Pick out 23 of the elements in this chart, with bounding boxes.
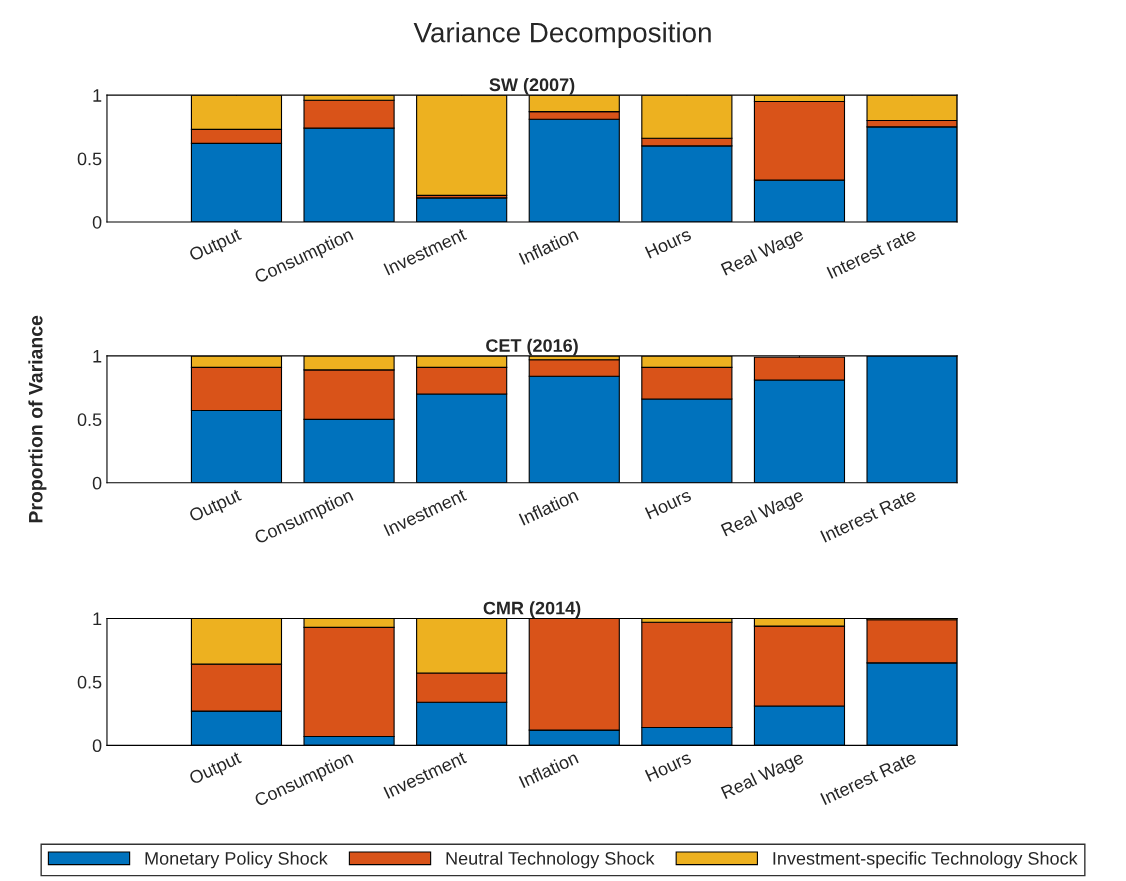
- y-tick-label: 0.5: [77, 152, 102, 166]
- legend-label: Neutral Technology Shock: [446, 851, 655, 869]
- chart-title: SW (2007): [489, 77, 575, 95]
- x-tick-label: Hours: [644, 488, 692, 520]
- y-tick-label: 0: [92, 476, 102, 490]
- x-tick-label: Real Wage: [720, 227, 806, 279]
- y-tick-label: 1: [93, 89, 102, 102]
- y-tick-label: 0: [92, 739, 102, 753]
- x-tick-label: Hours: [644, 751, 692, 782]
- y-tick-label: 1: [93, 350, 102, 363]
- x-tick-label: Real Wage: [720, 487, 806, 540]
- legend-label: Investment-specific Technology Shock: [773, 851, 1078, 869]
- legend-label: Monetary Policy Shock: [145, 851, 328, 869]
- chart-title: CMR (2014): [483, 601, 581, 619]
- y-tick-label: 0: [92, 215, 102, 229]
- y-tick-label: 1: [93, 612, 102, 625]
- x-tick-label: Real Wage: [720, 750, 806, 803]
- y-tick-label: 0.5: [77, 675, 102, 689]
- y-tick-label: 0.5: [77, 413, 102, 427]
- y-axis-title: Proportion of Variance: [28, 315, 47, 523]
- chart-title: CET (2016): [486, 338, 578, 356]
- x-tick-label: Hours: [644, 227, 692, 259]
- text: Variance Decomposition: [413, 22, 711, 48]
